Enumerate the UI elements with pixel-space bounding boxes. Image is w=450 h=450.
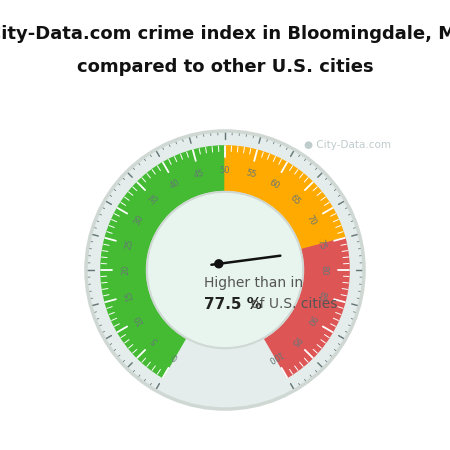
Text: of U.S. cities: of U.S. cities — [251, 297, 338, 311]
Text: 25: 25 — [123, 238, 135, 251]
Text: 90: 90 — [305, 313, 318, 326]
Wedge shape — [225, 146, 345, 250]
Wedge shape — [264, 238, 349, 378]
Circle shape — [86, 131, 364, 409]
Text: 70: 70 — [305, 213, 318, 227]
Text: 85: 85 — [315, 289, 327, 302]
Text: 35: 35 — [148, 193, 162, 207]
Text: 50: 50 — [220, 166, 230, 175]
Text: 10: 10 — [132, 313, 145, 326]
Text: 100: 100 — [266, 348, 284, 364]
Text: 75: 75 — [315, 238, 327, 251]
Wedge shape — [101, 146, 225, 378]
Text: 20: 20 — [121, 265, 130, 275]
Text: 30: 30 — [132, 213, 145, 227]
Text: compared to other U.S. cities: compared to other U.S. cities — [76, 58, 373, 76]
Text: 65: 65 — [288, 193, 302, 207]
Text: 55: 55 — [244, 168, 257, 180]
Text: 95: 95 — [288, 333, 302, 347]
Text: 5: 5 — [150, 335, 160, 345]
Text: 60: 60 — [268, 177, 282, 190]
Text: 45: 45 — [193, 168, 206, 180]
Text: Higher than in: Higher than in — [204, 276, 303, 290]
Text: 40: 40 — [169, 177, 182, 190]
Text: 77.5 %: 77.5 % — [204, 297, 262, 312]
Text: ● City-Data.com: ● City-Data.com — [304, 140, 391, 150]
Text: 0: 0 — [171, 351, 180, 361]
Circle shape — [147, 192, 303, 348]
Text: 80: 80 — [320, 265, 329, 275]
Circle shape — [215, 260, 223, 268]
Text: City-Data.com crime index in Bloomingdale, MI: City-Data.com crime index in Bloomingdal… — [0, 25, 450, 43]
Text: 15: 15 — [123, 289, 135, 302]
